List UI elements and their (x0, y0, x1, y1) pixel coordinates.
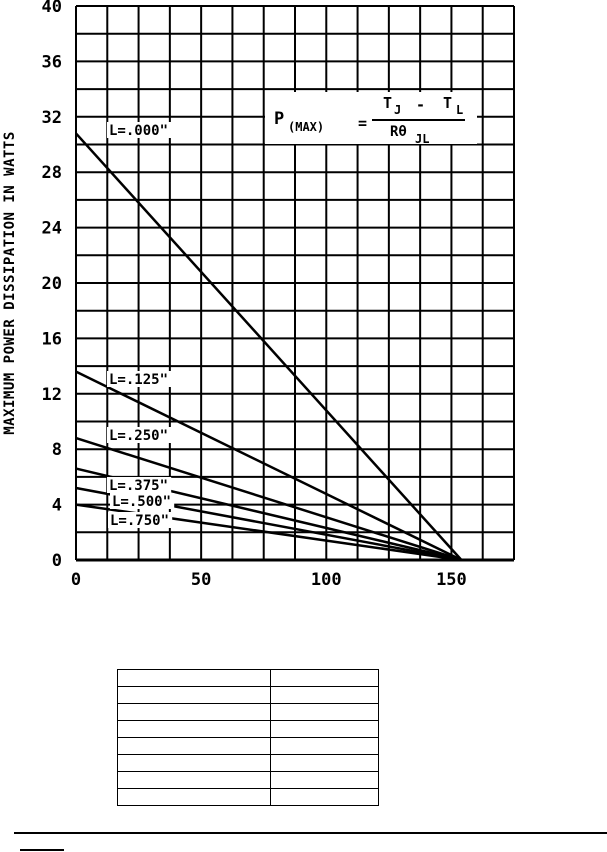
series-label-background (107, 122, 172, 138)
table-cell (270, 737, 379, 755)
y-tick-label: 28 (42, 163, 62, 183)
table-cell (270, 754, 379, 772)
chart-grid (75, 5, 515, 562)
series-label: L=.500" (112, 494, 171, 510)
table-cell (117, 720, 271, 738)
y-tick-label: 12 (42, 385, 62, 405)
footnote-rule (20, 849, 64, 851)
series-label: L=.750" (110, 513, 169, 529)
formula-tl-subscript: L (456, 103, 463, 117)
formula-equals: = (358, 114, 367, 132)
series-label-background (107, 371, 172, 387)
series-label: L=.250" (109, 428, 168, 444)
table-cell (117, 737, 271, 755)
table-row (117, 754, 379, 772)
series-line (75, 436, 462, 562)
table-row (117, 771, 379, 789)
x-tick-label: 50 (191, 570, 211, 590)
formula-p-subscript: (MAX) (288, 120, 324, 134)
formula-box: P (MAX) = T J - T L Rθ JL (265, 92, 477, 146)
y-tick-label: 24 (42, 219, 62, 239)
series-label: L=.375" (109, 478, 168, 494)
table-cell (117, 686, 271, 704)
table-cell (270, 788, 379, 806)
table-cell (117, 669, 271, 687)
series-labels: L=.000" L=.125" L=.250" L=.375"L=.500" L=.75… (107, 122, 175, 529)
table-cell (117, 771, 271, 789)
y-tick-label: 4 (52, 496, 62, 516)
y-tick-label: 16 (42, 329, 62, 349)
table-cell (270, 703, 379, 721)
formula-tl: T (443, 94, 452, 112)
table-row (117, 669, 379, 687)
table-cell (117, 788, 271, 806)
table-row (117, 720, 379, 738)
bottom-rule (14, 832, 607, 834)
formula-denominator-subscript: JL (415, 132, 429, 146)
y-tick-label: 32 (42, 108, 62, 128)
series-label-background (107, 427, 172, 443)
table-row (117, 686, 379, 704)
table-cell (117, 754, 271, 772)
y-tick-label: 20 (42, 274, 62, 294)
series-label: L=.125" (109, 372, 168, 388)
table-row (117, 788, 379, 806)
y-tick-label: 36 (42, 52, 62, 72)
series-label-background (107, 477, 172, 493)
blank-data-table (117, 669, 379, 806)
table-cell (270, 686, 379, 704)
formula-tj-subscript: J (394, 103, 401, 117)
series-label-background (110, 493, 175, 509)
series-label-background (108, 512, 173, 528)
x-tick-label: 0 (71, 570, 81, 590)
table-cell (117, 703, 271, 721)
series-label: L=.000" (109, 123, 168, 139)
table-row (117, 703, 379, 721)
table-cell (270, 771, 379, 789)
y-tick-label: 8 (52, 440, 62, 460)
x-tick-label: 150 (436, 570, 467, 590)
formula-p: P (274, 109, 284, 129)
y-tick-label: 40 (42, 0, 62, 17)
formula-denominator: Rθ (390, 124, 407, 140)
x-tick-label: 100 (311, 570, 342, 590)
y-axis-label: MAXIMUM POWER DISSIPATION IN WATTS (2, 131, 18, 435)
formula-minus: - (416, 96, 425, 114)
y-tick-label: 0 (52, 551, 62, 571)
table-cell (270, 669, 379, 687)
series-line (75, 132, 463, 561)
formula-box-background (265, 92, 477, 144)
tick-labels: 0 4 8 12 16 20 24 28 32 36 40 0 50 100 150 (42, 0, 467, 590)
formula-tj: T (383, 94, 392, 112)
series-line (75, 370, 462, 562)
table-row (117, 737, 379, 755)
table-cell (270, 720, 379, 738)
